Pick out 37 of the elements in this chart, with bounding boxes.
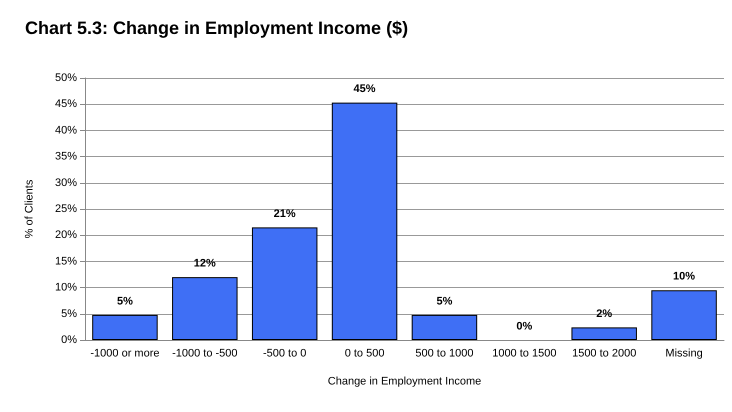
y-tick-label: 10%: [54, 282, 78, 294]
x-tick-label: 1500 to 2000: [572, 348, 636, 360]
x-tick-label: 500 to 1000: [415, 348, 474, 360]
data-label: 5%: [116, 295, 134, 308]
data-label: 45%: [354, 83, 376, 96]
bar: [92, 314, 158, 340]
y-tick-label: 45%: [54, 98, 78, 110]
y-tick-label: 50%: [54, 72, 78, 84]
bar: [332, 102, 398, 340]
data-label: 0%: [516, 320, 532, 332]
bar: [571, 327, 637, 340]
x-tick-label: Missing: [665, 348, 703, 360]
data-label: 10%: [673, 270, 696, 283]
x-tick-label: -1000 or more: [90, 348, 160, 360]
data-label: 12%: [194, 258, 216, 270]
x-tick-label: 1000 to 1500: [492, 348, 556, 360]
y-tick-label: 30%: [54, 176, 78, 189]
x-tick-label: -500 to 0: [262, 348, 306, 360]
y-tick-label: 5%: [61, 308, 78, 320]
x-tick-label: 0 to 500: [344, 348, 384, 360]
y-tick-label: 40%: [54, 124, 78, 136]
bar: [172, 277, 238, 340]
y-tick-label: 20%: [54, 229, 78, 242]
y-axis-title: % of Clients: [24, 179, 36, 238]
data-label: 2%: [596, 308, 612, 320]
data-label: 21%: [274, 208, 296, 220]
data-label: 5%: [436, 295, 453, 308]
y-tick-label: 35%: [54, 150, 78, 163]
bar: [412, 314, 478, 340]
bar: [651, 290, 717, 340]
y-tick-label: 0%: [61, 334, 78, 346]
bar: [252, 227, 318, 340]
y-tick-label: 15%: [54, 255, 78, 268]
y-tick-label: 25%: [54, 203, 78, 215]
chart-title: Chart 5.3: Change in Employment Income ($): [25, 18, 408, 38]
x-tick-label: -1000 to -500: [172, 348, 238, 360]
x-axis-title: Change in Employment Income: [328, 376, 482, 388]
